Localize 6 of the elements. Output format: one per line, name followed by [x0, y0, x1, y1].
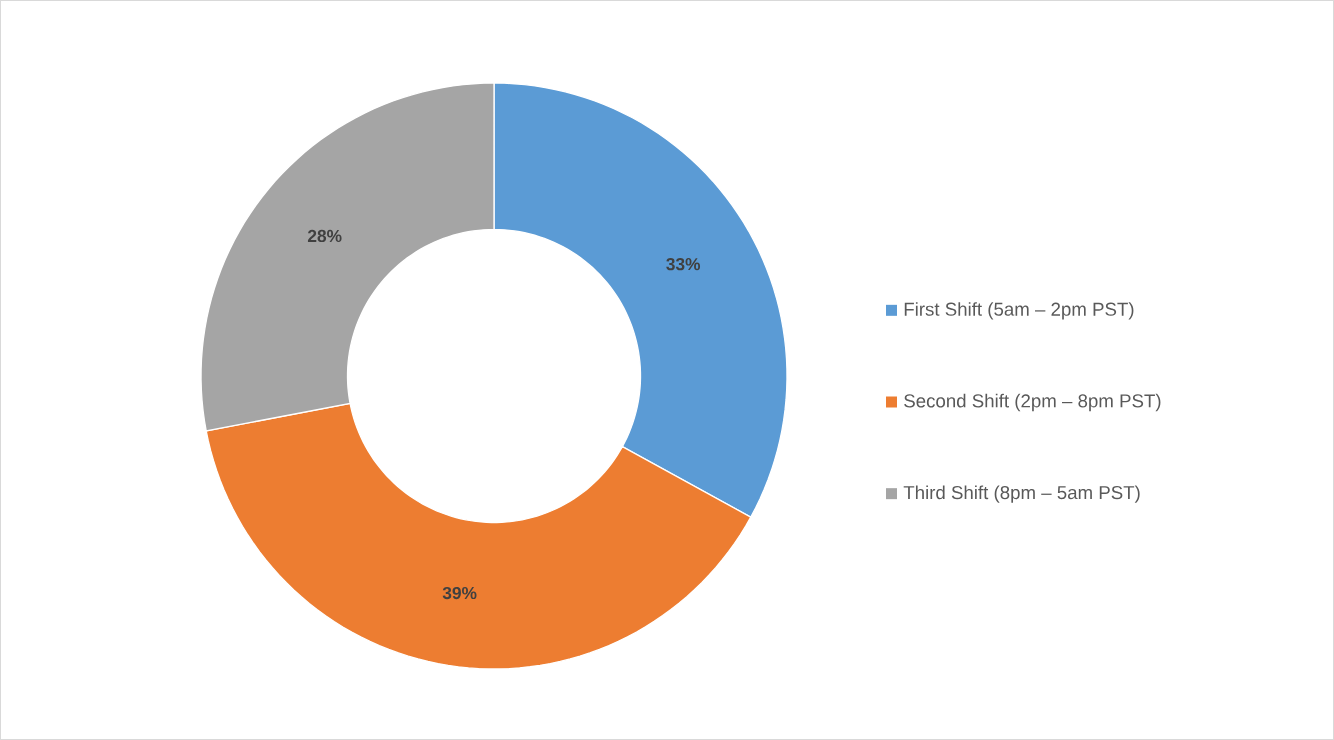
data-label: 39% [442, 586, 477, 600]
legend-label: Third Shift (8pm – 5am PST) [903, 485, 1140, 503]
legend-label: Second Shift (2pm – 8pm PST) [904, 393, 1161, 412]
data-label: 33% [666, 257, 701, 271]
data-label: 28% [307, 229, 342, 243]
legend-label: First Shift (5am – 2pm PST) [904, 302, 1134, 320]
